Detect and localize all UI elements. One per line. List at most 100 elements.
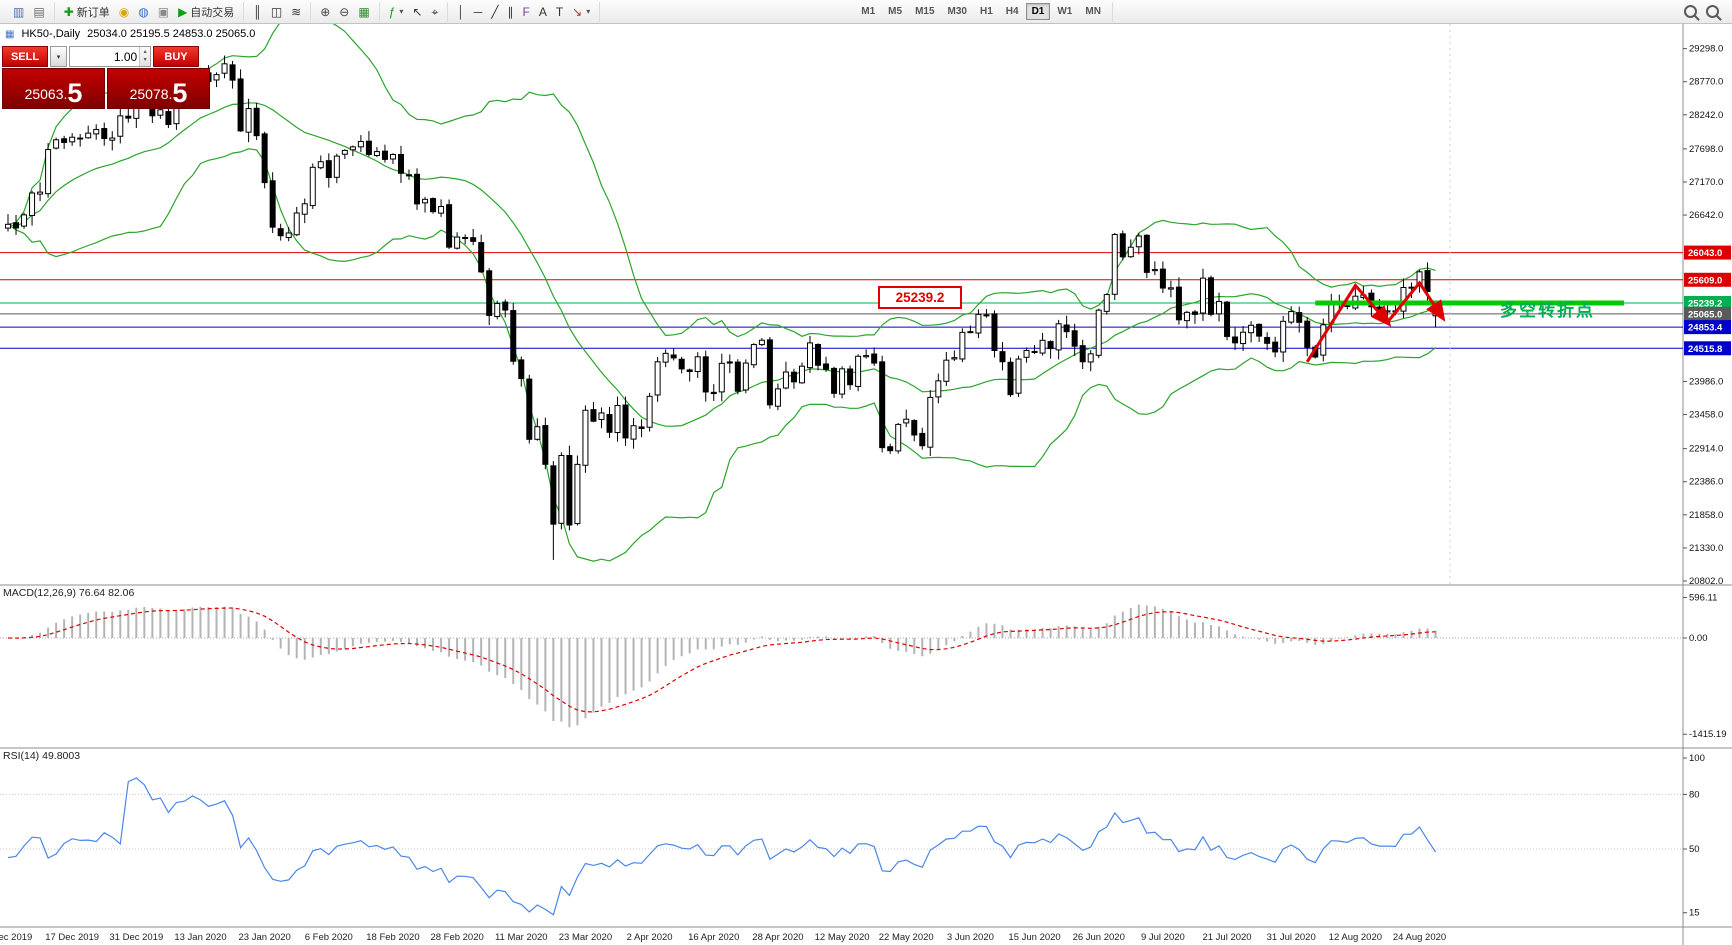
profiles-button[interactable]: ▤ [29, 2, 48, 22]
candle-body [1408, 286, 1415, 289]
trend-arrow[interactable] [1386, 280, 1446, 324]
quick-search-icon[interactable] [1702, 2, 1723, 22]
candle-body [1143, 234, 1150, 273]
label-button[interactable]: T [552, 2, 567, 22]
quick-search-icon [1706, 5, 1719, 18]
candle-body [1240, 331, 1247, 345]
candle-body [397, 153, 404, 174]
zoom-in-button[interactable]: ⊕ [316, 2, 334, 22]
candle-body [45, 149, 52, 195]
timeframe-h4[interactable]: H4 [1005, 6, 1019, 17]
macd-signal-line [7, 607, 1436, 713]
candle-body [85, 132, 92, 139]
text-button[interactable]: A [535, 2, 551, 22]
candle-body [999, 351, 1006, 363]
horizontal-line-button[interactable]: ─ [470, 2, 487, 22]
indicators-f-icon: ƒ [388, 4, 396, 19]
toolbar-group-trade: ✚ 新订单 ◉ ◍ ▣ ▶ 自动交易 [55, 1, 245, 22]
candle-body [1103, 294, 1110, 312]
candle-body [1296, 312, 1303, 323]
buy-price-box[interactable]: 25078. 5 [107, 68, 210, 109]
candle-body [446, 204, 453, 248]
vertical-line-icon: │ [457, 4, 465, 19]
sell-button[interactable]: SELL [2, 46, 48, 67]
candle-body [598, 412, 605, 421]
axis-tick-label: 15 [1689, 908, 1700, 919]
turning-point-note[interactable]: 多空转折点 [1500, 301, 1595, 321]
candle-body [1087, 353, 1094, 363]
candle-body [165, 111, 172, 126]
new-chart-button[interactable]: ▥ [9, 2, 28, 22]
candle-body [438, 206, 445, 214]
zoom-out-icon: ⊖ [339, 4, 350, 19]
vertical-line-button[interactable]: │ [453, 2, 469, 22]
candle-body [734, 361, 741, 392]
timeframe-mn[interactable]: MN [1085, 6, 1101, 17]
macd-values: 76.64 82.06 [78, 587, 135, 599]
buy-button[interactable]: BUY [153, 46, 199, 67]
search-symbol-icon[interactable] [1680, 2, 1701, 22]
candle-body [1063, 324, 1070, 333]
arrows-button-caret[interactable]: ▾ [586, 7, 591, 16]
candle-body [566, 454, 573, 526]
timeframe-d1[interactable]: D1 [1025, 3, 1051, 20]
candle-body [454, 236, 461, 249]
candle-body [758, 339, 765, 346]
rsi-value: 49.8003 [42, 750, 81, 762]
bar-chart-icon: ║ [253, 4, 262, 19]
bar-chart-button[interactable]: ║ [249, 2, 266, 22]
candlestick-chart-button[interactable]: ◫ [267, 2, 286, 22]
date-axis-label: 23 Jan 2020 [238, 932, 290, 943]
timeframe-m5[interactable]: M5 [888, 6, 903, 17]
price-badge [1684, 295, 1731, 310]
volume-dropdown[interactable]: ▾ [50, 46, 67, 67]
date-axis-label: 11 Mar 2020 [495, 932, 548, 943]
cursor-button[interactable]: ↖ [408, 2, 426, 22]
price-badge-label: 24853.4 [1688, 323, 1723, 334]
timeframe-m30[interactable]: M30 [947, 6, 967, 17]
price-callout[interactable]: 25239.2 [878, 286, 962, 309]
candle-body [750, 344, 757, 366]
stepper-down-icon[interactable]: ▾ [143, 56, 147, 63]
candle-body [1199, 277, 1206, 314]
trendline-button[interactable]: ╱ [487, 2, 502, 22]
indicators-button-caret[interactable]: ▾ [399, 7, 404, 16]
tile-windows-button[interactable]: ▦ [354, 2, 373, 22]
volume-input[interactable] [70, 47, 140, 66]
date-axis-label: 15 Jun 2020 [1008, 932, 1060, 943]
data-window-button[interactable]: ◍ [134, 2, 152, 22]
line-chart-button[interactable]: ≋ [287, 2, 305, 22]
arrows-button[interactable]: ↘ ▾ [568, 2, 594, 22]
new-order-button-label: 新订单 [76, 6, 110, 19]
channel-button[interactable]: ∥ [503, 2, 517, 22]
indicators-button[interactable]: ƒ ▾ [385, 2, 408, 22]
navigator-button[interactable]: ▣ [154, 2, 173, 22]
axis-tick-label: 22914.0 [1689, 444, 1723, 455]
crosshair-button[interactable]: ⌖ [427, 2, 442, 22]
sell-price-box[interactable]: 25063. 5 [2, 68, 105, 109]
candle-body [1055, 323, 1062, 351]
new-order-button[interactable]: ✚ 新订单 [60, 2, 114, 22]
timeframe-m1[interactable]: M1 [861, 6, 876, 17]
zoom-out-button[interactable]: ⊖ [335, 2, 353, 22]
new-chart-icon: ▥ [13, 4, 25, 19]
auto-trading-button[interactable]: ▶ 自动交易 [174, 2, 238, 22]
volume-stepper[interactable]: ▴ ▾ [139, 47, 150, 66]
trend-arrow[interactable] [1305, 282, 1392, 363]
candle-body [1007, 361, 1014, 396]
toolbar-group-zoom: ⊕ ⊖ ▦ [311, 1, 380, 22]
candle-body [927, 396, 934, 448]
stepper-up-icon[interactable]: ▴ [143, 49, 147, 56]
market-watch-button[interactable]: ◉ [115, 2, 133, 22]
timeframe-h1[interactable]: H1 [979, 6, 993, 17]
date-axis-label: 9 Jul 2020 [1141, 932, 1185, 943]
axis-tick-label: 100 [1689, 753, 1705, 764]
axis-tick-label: 21858.0 [1689, 510, 1723, 521]
candle-body [1167, 287, 1174, 290]
candle-body [1216, 300, 1223, 315]
timeframe-m15[interactable]: M15 [915, 6, 935, 17]
axis-tick-label: 21330.0 [1689, 543, 1723, 554]
timeframe-w1[interactable]: W1 [1057, 6, 1073, 17]
fibonacci-button[interactable]: F [518, 2, 533, 22]
